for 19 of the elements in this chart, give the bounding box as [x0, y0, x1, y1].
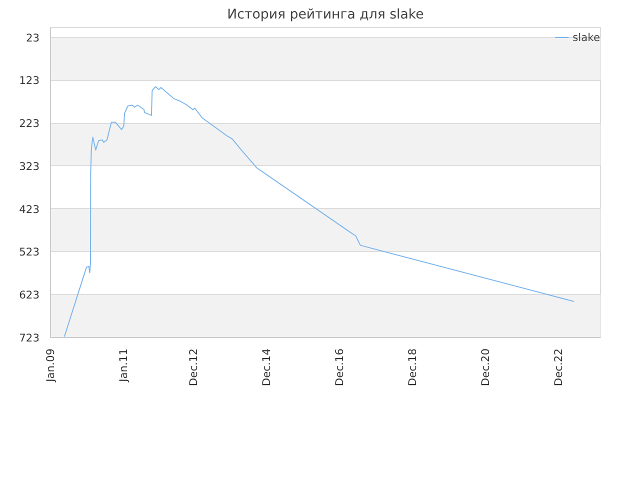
chart-title: История рейтинга для slake [227, 8, 424, 22]
line-series [64, 86, 575, 338]
y-tick-label: 623 [19, 288, 40, 302]
y-tick-label: 223 [19, 117, 40, 130]
y-tick-label: 423 [19, 202, 40, 216]
y-tick-label: 323 [19, 160, 40, 173]
x-tick-label: Jan.09 [44, 348, 57, 383]
y-tick-label: 23 [26, 31, 40, 44]
legend-label: slake [572, 30, 600, 44]
y-tick-label: 723 [19, 332, 40, 344]
x-tick-label: Dec.18 [406, 348, 419, 386]
x-tick-label: Jan.11 [116, 348, 130, 383]
x-tick-label: Dec.12 [186, 348, 200, 386]
x-tick-label: Dec.20 [479, 348, 492, 386]
y-tick-label: 523 [19, 246, 40, 259]
x-tick-label: Dec.14 [260, 348, 273, 386]
y-tick-label: 123 [19, 74, 40, 88]
x-tick-label: Dec.22 [552, 348, 566, 386]
x-tick-label: Dec.16 [332, 348, 346, 386]
